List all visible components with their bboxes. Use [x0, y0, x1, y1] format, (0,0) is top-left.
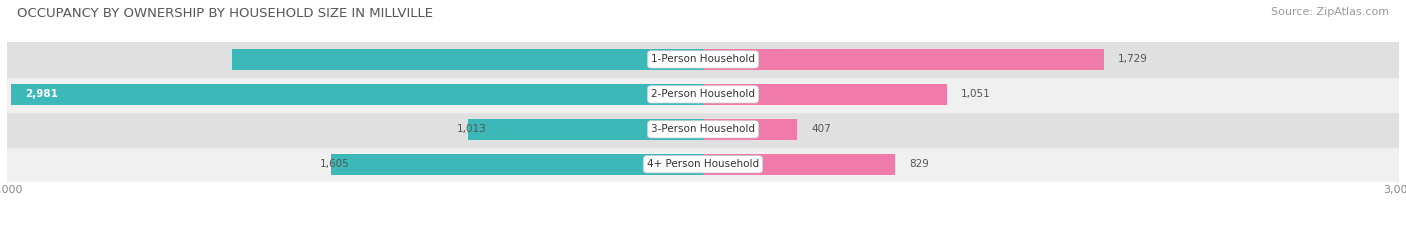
Bar: [232, 49, 703, 70]
Text: 407: 407: [811, 124, 831, 134]
Bar: [468, 119, 703, 140]
Text: 1,605: 1,605: [319, 159, 349, 169]
Text: 2,031: 2,031: [651, 55, 685, 64]
Text: 2,981: 2,981: [25, 89, 58, 99]
Bar: [7, 77, 1399, 112]
Text: 1,051: 1,051: [960, 89, 990, 99]
Bar: [703, 119, 797, 140]
Bar: [330, 154, 703, 175]
Bar: [7, 112, 1399, 147]
Bar: [7, 42, 1399, 77]
Text: 1,013: 1,013: [457, 124, 486, 134]
Text: Source: ZipAtlas.com: Source: ZipAtlas.com: [1271, 7, 1389, 17]
Text: 829: 829: [910, 159, 929, 169]
Bar: [703, 84, 946, 105]
Text: 2-Person Household: 2-Person Household: [651, 89, 755, 99]
Text: OCCUPANCY BY OWNERSHIP BY HOUSEHOLD SIZE IN MILLVILLE: OCCUPANCY BY OWNERSHIP BY HOUSEHOLD SIZE…: [17, 7, 433, 20]
Text: 1-Person Household: 1-Person Household: [651, 55, 755, 64]
Bar: [703, 49, 1104, 70]
Text: 3-Person Household: 3-Person Household: [651, 124, 755, 134]
Bar: [703, 154, 896, 175]
Bar: [7, 147, 1399, 182]
Bar: [11, 84, 703, 105]
Text: 4+ Person Household: 4+ Person Household: [647, 159, 759, 169]
Text: 1,729: 1,729: [1118, 55, 1147, 64]
